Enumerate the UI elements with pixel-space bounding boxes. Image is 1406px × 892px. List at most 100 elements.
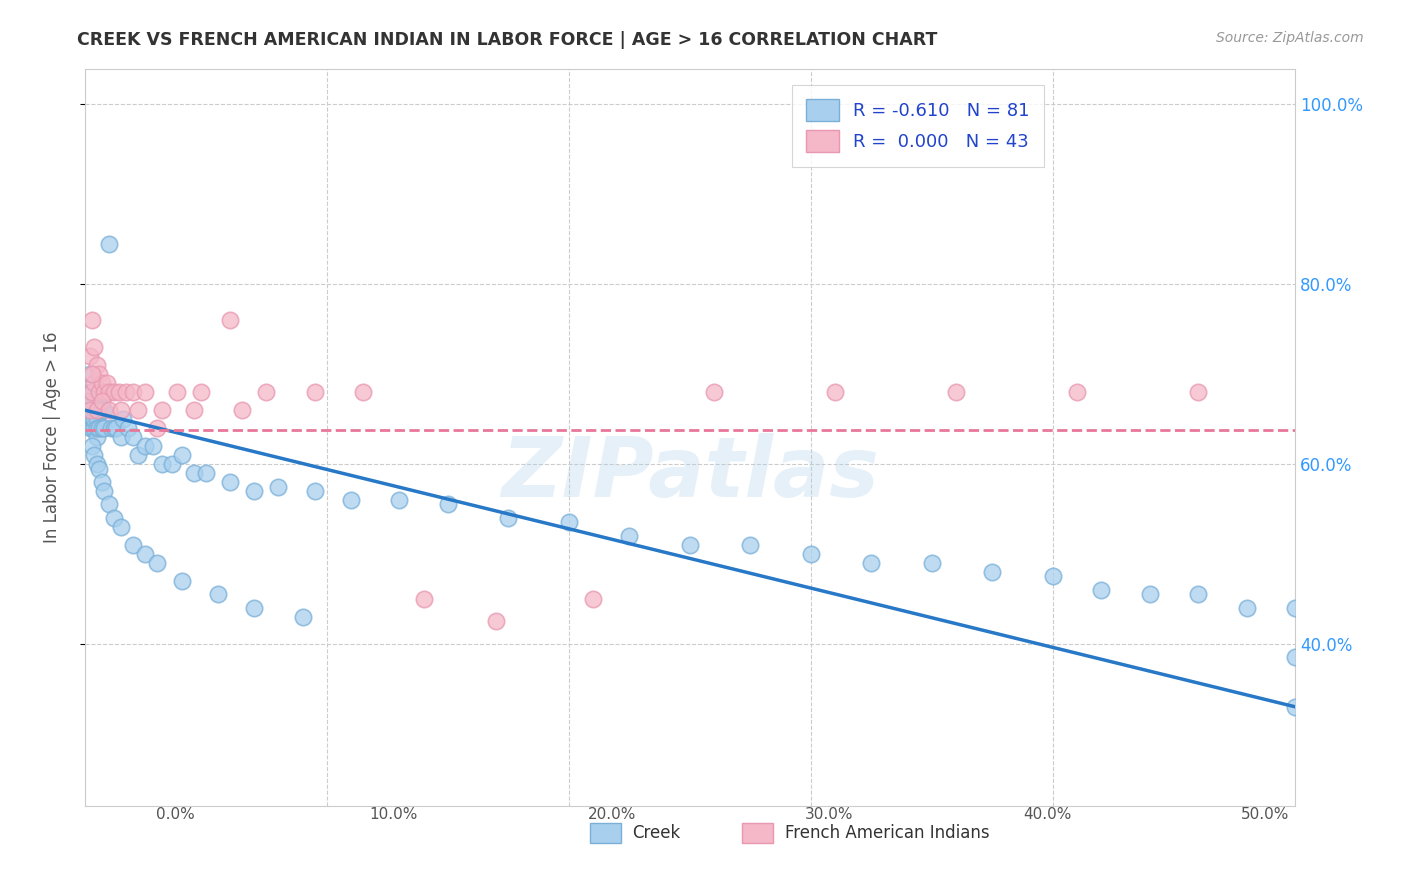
- Point: [1066, 385, 1088, 400]
- Point: [945, 385, 967, 400]
- Point: [127, 403, 149, 417]
- Point: [304, 483, 326, 498]
- Point: [83, 403, 105, 417]
- Point: [146, 556, 169, 570]
- Point: [115, 385, 138, 400]
- Point: [83, 394, 105, 409]
- Point: [800, 547, 823, 561]
- Point: [304, 385, 326, 400]
- Point: [254, 385, 277, 400]
- Point: [134, 547, 156, 561]
- Point: [86, 457, 108, 471]
- Point: [93, 385, 115, 400]
- Point: [231, 403, 253, 417]
- Point: [1284, 600, 1306, 615]
- Point: [166, 385, 188, 400]
- Point: [981, 565, 1004, 579]
- Point: [134, 385, 156, 400]
- Point: [498, 511, 520, 525]
- Point: [79, 403, 101, 417]
- Point: [103, 511, 125, 525]
- Point: [219, 475, 242, 489]
- Point: [80, 394, 103, 409]
- Point: [110, 403, 132, 417]
- Point: [127, 448, 149, 462]
- Point: [83, 421, 105, 435]
- Point: [90, 376, 112, 391]
- Point: [160, 457, 183, 471]
- Point: [1187, 587, 1209, 601]
- Point: [90, 475, 112, 489]
- Text: Creek: Creek: [633, 824, 681, 842]
- Point: [267, 479, 290, 493]
- Point: [76, 394, 98, 409]
- Point: [79, 349, 101, 363]
- Point: [388, 493, 411, 508]
- Point: [103, 421, 125, 435]
- Point: [89, 461, 111, 475]
- Legend: R = -0.610   N = 81, R =  0.000   N = 43: R = -0.610 N = 81, R = 0.000 N = 43: [792, 85, 1043, 167]
- Point: [100, 421, 122, 435]
- Text: ZIPatlas: ZIPatlas: [501, 434, 879, 515]
- Point: [190, 385, 212, 400]
- Point: [96, 376, 118, 391]
- Text: French American Indians: French American Indians: [785, 824, 990, 842]
- Point: [243, 483, 266, 498]
- Point: [93, 483, 115, 498]
- Point: [558, 516, 581, 530]
- Point: [1139, 587, 1161, 601]
- Point: [243, 600, 266, 615]
- Point: [1187, 385, 1209, 400]
- Point: [679, 538, 702, 552]
- Point: [122, 430, 145, 444]
- Point: [112, 412, 135, 426]
- Point: [96, 385, 118, 400]
- Point: [105, 421, 128, 435]
- Point: [485, 615, 508, 629]
- Point: [80, 421, 103, 435]
- Point: [86, 403, 108, 417]
- Point: [117, 421, 139, 435]
- Point: [93, 403, 115, 417]
- Point: [437, 498, 460, 512]
- Text: 50.0%: 50.0%: [1241, 807, 1289, 822]
- Point: [1284, 699, 1306, 714]
- Point: [352, 385, 374, 400]
- Point: [79, 367, 101, 381]
- Point: [93, 421, 115, 435]
- Point: [90, 421, 112, 435]
- Point: [80, 412, 103, 426]
- Text: Source: ZipAtlas.com: Source: ZipAtlas.com: [1216, 31, 1364, 45]
- Y-axis label: In Labor Force | Age > 16: In Labor Force | Age > 16: [44, 331, 60, 543]
- Point: [86, 403, 108, 417]
- Point: [150, 457, 173, 471]
- Point: [76, 403, 98, 417]
- Point: [83, 340, 105, 354]
- Text: 10.0%: 10.0%: [370, 807, 418, 822]
- Point: [146, 421, 169, 435]
- Point: [86, 430, 108, 444]
- Point: [122, 385, 145, 400]
- Text: CREEK VS FRENCH AMERICAN INDIAN IN LABOR FORCE | AGE > 16 CORRELATION CHART: CREEK VS FRENCH AMERICAN INDIAN IN LABOR…: [77, 31, 938, 49]
- Point: [141, 439, 163, 453]
- Point: [183, 466, 205, 480]
- Point: [80, 367, 103, 381]
- Point: [107, 385, 129, 400]
- Point: [412, 591, 434, 606]
- Point: [1042, 569, 1064, 583]
- Point: [97, 236, 120, 251]
- Point: [80, 439, 103, 453]
- Point: [89, 403, 111, 417]
- Point: [582, 591, 605, 606]
- Point: [824, 385, 846, 400]
- Point: [219, 313, 242, 327]
- Point: [207, 587, 229, 601]
- Point: [90, 403, 112, 417]
- Point: [122, 538, 145, 552]
- Point: [90, 394, 112, 409]
- Point: [83, 412, 105, 426]
- Point: [86, 421, 108, 435]
- Point: [740, 538, 762, 552]
- Point: [97, 498, 120, 512]
- Point: [170, 574, 193, 588]
